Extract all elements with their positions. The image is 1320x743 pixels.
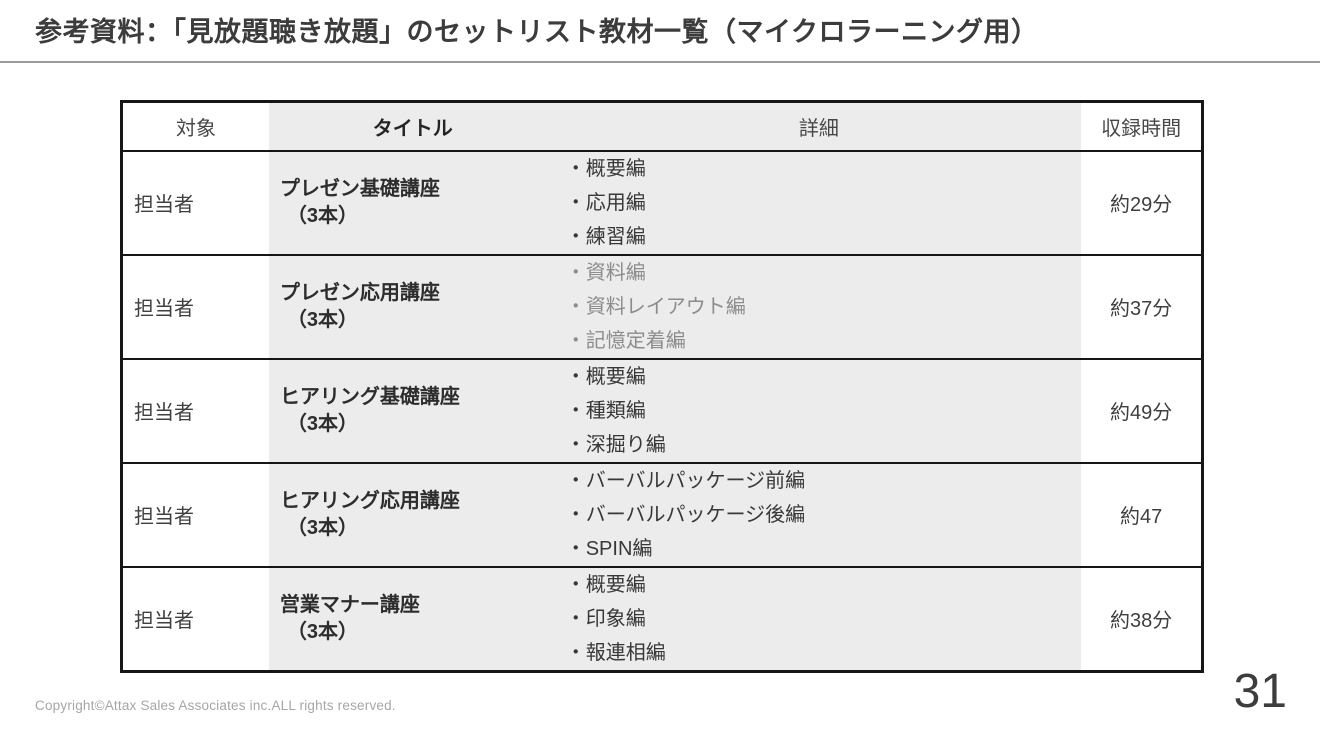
cell-target: 担当者 — [134, 506, 194, 528]
cell-target: 担当者 — [134, 194, 194, 216]
course-count: （3本） — [286, 308, 359, 331]
table-header-row: 対象 タイトル 詳細 収録時間 — [121, 101, 1203, 151]
table-row: 担当者 営業マナー講座 （3本） ・概要編 ・印象編 ・報連相編 約38分 — [122, 566, 1203, 671]
cell-title: ヒアリング応用講座 （3本） — [268, 462, 557, 567]
column-header-target: 対象 — [175, 117, 216, 140]
cell-title: プレゼン基礎講座 （3本） — [268, 150, 557, 255]
table-row: 担当者 ヒアリング基礎講座 （3本） ・概要編 ・種類編 ・深掘り編 約49分 — [121, 358, 1203, 463]
detail-item: ・練習編 — [565, 225, 646, 248]
course-title: 営業マナー講座 — [279, 593, 420, 616]
course-list-table: 対象 タイトル 詳細 収録時間 担当者 プレゼン基礎講座 （3本） ・概要編 ・… — [120, 100, 1204, 673]
detail-item: ・応用編 — [565, 191, 646, 214]
course-title: プレゼン応用講座 — [279, 281, 440, 304]
detail-item: ・概要編 — [565, 157, 646, 180]
column-header-title: タイトル — [268, 101, 557, 151]
cell-details: ・概要編 ・応用編 ・練習編 — [556, 150, 1082, 255]
copyright-text: Copyright©Attax Sales Associates inc.ALL… — [35, 698, 396, 713]
detail-item: ・記憶定着編 — [565, 329, 686, 352]
detail-item: ・概要編 — [565, 365, 646, 388]
detail-item: ・報連相編 — [565, 641, 666, 664]
cell-details: ・概要編 ・種類編 ・深掘り編 — [556, 358, 1082, 463]
title-divider — [0, 61, 1320, 63]
cell-title: プレゼン応用講座 （3本） — [268, 254, 557, 359]
cell-title: 営業マナー講座 （3本） — [268, 566, 557, 671]
detail-item: ・バーバルパッケージ前編 — [565, 469, 806, 492]
detail-item: ・資料レイアウト編 — [565, 295, 746, 318]
detail-item: ・種類編 — [565, 399, 646, 422]
cell-duration: 約47 — [1119, 506, 1163, 528]
course-title: ヒアリング基礎講座 — [279, 385, 460, 408]
course-count: （3本） — [286, 620, 359, 643]
cell-title: ヒアリング基礎講座 （3本） — [268, 358, 557, 463]
cell-details: ・資料編 ・資料レイアウト編 ・記憶定着編 — [556, 254, 1082, 359]
course-count: （3本） — [286, 204, 359, 227]
course-title: ヒアリング応用講座 — [279, 489, 460, 512]
table-row: 担当者 プレゼン基礎講座 （3本） ・概要編 ・応用編 ・練習編 約29分 — [121, 150, 1203, 255]
table-row: 担当者 プレゼン応用講座 （3本） ・資料編 ・資料レイアウト編 ・記憶定着編 … — [121, 254, 1203, 359]
detail-item: ・資料編 — [565, 261, 646, 284]
detail-item: ・SPIN編 — [565, 537, 653, 560]
column-header-duration: 収録時間 — [1101, 117, 1182, 140]
course-title: プレゼン基礎講座 — [279, 177, 440, 200]
cell-duration: 約38分 — [1109, 610, 1173, 632]
cell-target: 担当者 — [134, 610, 194, 632]
cell-duration: 約49分 — [1109, 402, 1173, 424]
detail-item: ・概要編 — [565, 573, 646, 596]
cell-target: 担当者 — [134, 402, 194, 424]
detail-item: ・印象編 — [565, 607, 646, 630]
cell-target: 担当者 — [134, 298, 194, 320]
cell-details: ・バーバルパッケージ前編 ・バーバルパッケージ後編 ・SPIN編 — [556, 462, 1082, 567]
page-title: 参考資料：「見放題聴き放題」のセットリスト教材一覧（マイクロラーニング用） — [35, 17, 1039, 47]
cell-duration: 約29分 — [1109, 194, 1173, 216]
course-count: （3本） — [286, 516, 359, 539]
cell-duration: 約37分 — [1109, 298, 1173, 320]
cell-details: ・概要編 ・印象編 ・報連相編 — [556, 566, 1082, 671]
table-row: 担当者 ヒアリング応用講座 （3本） ・バーバルパッケージ前編 ・バーバルパッケ… — [121, 462, 1203, 567]
course-count: （3本） — [286, 412, 359, 435]
detail-item: ・バーバルパッケージ後編 — [565, 503, 806, 526]
column-header-details: 詳細 — [556, 101, 1082, 151]
detail-item: ・深掘り編 — [565, 433, 666, 456]
page-number: 31 — [1233, 665, 1287, 718]
